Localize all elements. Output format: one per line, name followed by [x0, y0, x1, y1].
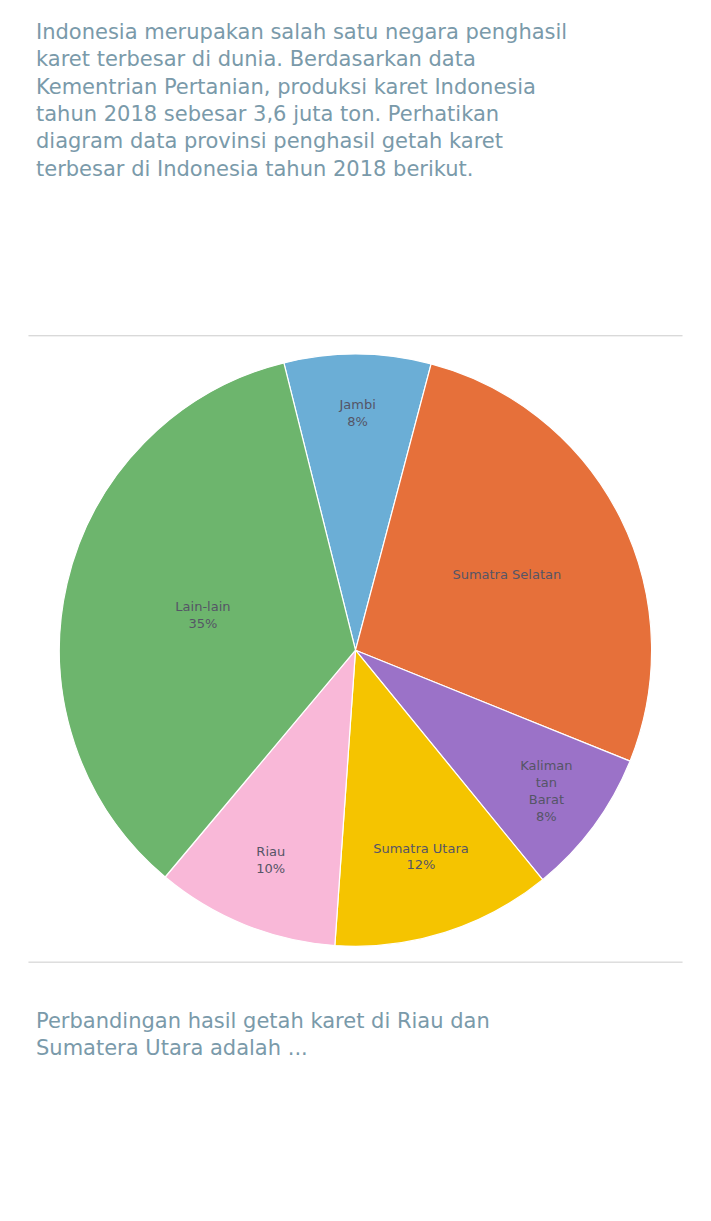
svg-text:Lain-lain35%: Lain-lain35%: [175, 599, 230, 631]
svg-text:Jambi8%: Jambi8%: [338, 397, 375, 429]
svg-text:Perbandingan hasil getah karet: Perbandingan hasil getah karet di Riau d…: [36, 1009, 490, 1060]
svg-text:Sumatra Selatan: Sumatra Selatan: [452, 567, 561, 582]
svg-text:Riau10%: Riau10%: [256, 844, 285, 876]
svg-text:Indonesia merupakan salah satu: Indonesia merupakan salah satu negara pe…: [36, 20, 567, 181]
svg-text:KalimantanBarat8%: KalimantanBarat8%: [520, 758, 572, 824]
svg-text:Sumatra Utara12%: Sumatra Utara12%: [373, 841, 469, 873]
